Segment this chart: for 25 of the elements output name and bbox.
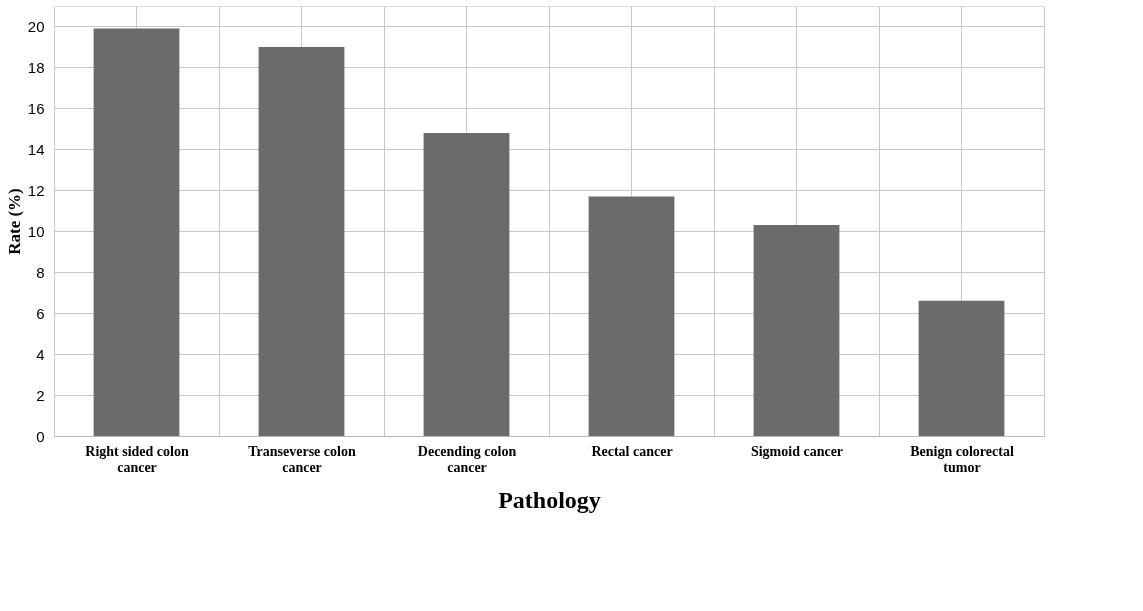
- y-tick-label: 2: [36, 386, 45, 404]
- bar: [258, 46, 345, 436]
- y-tick-label: 20: [27, 17, 45, 35]
- y-tick-label: 4: [36, 345, 45, 363]
- x-tick-label: Decending colon cancer: [417, 443, 517, 475]
- y-tick-label: 8: [36, 263, 45, 281]
- y-tick-label: 16: [27, 99, 45, 117]
- bar: [588, 196, 675, 436]
- y-tick-label: 18: [27, 58, 45, 76]
- x-axis-title: Pathology: [498, 486, 601, 513]
- y-tick-label: 0: [36, 427, 45, 445]
- bar: [753, 225, 840, 436]
- x-tick-label: Right sided colon cancer: [85, 443, 189, 475]
- y-tick-label: 14: [27, 140, 45, 158]
- bar: [423, 132, 510, 436]
- x-tick-label: Rectal cancer: [591, 443, 673, 459]
- x-tick-label: Transeverse colon cancer: [248, 443, 356, 475]
- y-tick-label: 10: [27, 222, 45, 240]
- x-tick-label: Sigmoid cancer: [750, 443, 844, 459]
- x-tick-label: Benign colorectal tumor: [910, 443, 1014, 475]
- y-tick-label: 6: [36, 304, 45, 322]
- y-tick-label: 12: [27, 181, 45, 199]
- bar: [918, 300, 1005, 436]
- bar: [93, 28, 180, 436]
- y-axis-title: Rate (%): [4, 188, 24, 255]
